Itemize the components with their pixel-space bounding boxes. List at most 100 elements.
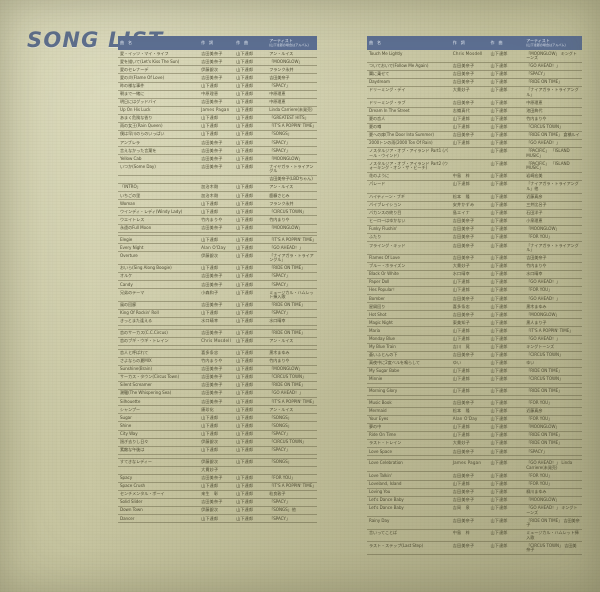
cell-lyrics (199, 175, 235, 185)
cell-artist: 「MOONGLOW」 (524, 496, 582, 505)
table-row: Love Talkin' 吉田美奈子 山下達郎 「FOR YOU」 (367, 471, 582, 481)
cell-music: 山下達郎 (234, 243, 268, 253)
cell-artist: 「IT'S A POPPIN' TIME」 (524, 326, 582, 336)
cell-lyrics: 吉田美奈子 (199, 373, 235, 382)
cell-lyrics: Alan O'Day (450, 415, 489, 424)
table-row: 恋のブギ・ウギ・トレイン Chris Mosdell 山下達郎 アン・ルイス (118, 337, 317, 346)
cell-artist: 「SPACY」 (267, 446, 317, 455)
cell-music (234, 325, 268, 330)
cell-music: 山下達郎 (234, 506, 268, 516)
cell-music: 山下達郎 (234, 317, 268, 327)
cell-music: 山下達郎 (234, 438, 268, 447)
table-row: Paper Doll 山下達郎 山下達郎 「GO AHEAD！」 (367, 278, 582, 288)
cell-artist: 石田洋子 (524, 209, 582, 218)
cell-song: 恋のブギ・ウギ・トレイン (118, 337, 200, 346)
table-row: Sugar 山下達郎 山下達郎 「SONGS」 (118, 413, 317, 423)
cell-song: 愛の炎(Flame Of Love) (118, 73, 200, 83)
cell-music: 山下達郎 (234, 381, 268, 391)
cell-song: 僕は早川のらのいっぱい (118, 130, 200, 140)
cell-song: 素敵な午後は (118, 446, 200, 455)
table-row: 大貫妙子 (118, 466, 317, 475)
cell-song: Funky Flushin' (367, 225, 451, 235)
cell-artist: 「SPACY」 (267, 514, 317, 524)
cell-lyrics: 山下達郎 (199, 122, 235, 132)
cell-artist: 「GO AHEAD！」 (267, 243, 317, 253)
cell-music: 山下達郎 (488, 131, 525, 140)
cell-lyrics: 水口晴幸 (199, 317, 235, 327)
table-row: 恋のサーカス(C.C.Circus) 吉田美奈子 山下達郎 「RIDE ON TIME… (118, 329, 317, 338)
cell-lyrics: 加治木剛 (199, 191, 235, 201)
cell-song: ノスタルジア・オブ・アイランド Part1 (パール・ウインド) (367, 147, 451, 161)
cell-lyrics: 松本 隆 (450, 193, 489, 202)
table-row: Magic Night 東美知子 山下達郎 黒人まり子 (367, 318, 582, 328)
cell-music: 山下達郎 (234, 474, 268, 483)
table-row: 明日にはグッドバイ 吉田美奈子 山下達郎 中原理恵 (118, 98, 317, 107)
cell-song: おいら(Sing Along Boogie) (118, 264, 200, 274)
cell-music (488, 395, 525, 400)
cell-lyrics: 山下達郎 (450, 115, 489, 124)
cell-music: 山下達郎 (488, 209, 525, 218)
cell-lyrics: James Pagan (450, 459, 489, 473)
header-row: 曲 名 作 詞 作 曲 アーティスト (山下達郎の場合はアルバム) (367, 36, 582, 51)
cell-artist: 「FOR YOU」 (267, 474, 317, 483)
table-row: 蒼いふとんの下 吉田美奈子 山下達郎 「CIRCUS TOWN」 (367, 351, 582, 360)
cell-lyrics: 吉田美奈子 (450, 78, 489, 87)
cell-song: Let's Dance Baby (367, 496, 451, 505)
cell-lyrics: 吉田美奈子 (450, 217, 489, 226)
cell-song (367, 455, 451, 460)
table-row: 雨の女王(Rain Queen) 山下達郎 山下達郎 「IT'S A POPPIN' … (118, 122, 317, 132)
cell-music: 山下達郎 (234, 122, 268, 132)
table-row: 永遠のFull Moon 吉田美奈子 山下達郎 「MOONGLOW」 (118, 224, 317, 233)
cell-music: 山下達郎 (488, 193, 525, 202)
cell-artist: 「ナイアガラ・トライアングル」 (267, 251, 317, 265)
cell-song: 恋のサーカス(C.C.Circus) (118, 329, 200, 338)
table-row (118, 232, 317, 237)
cell-song: ラスト・トレイン (367, 439, 451, 449)
table-row: Overture 伊藤銀次 山下達郎 「ナイアガラ・トライアングル」 (118, 251, 317, 265)
cell-lyrics: 山下達郎 (450, 480, 489, 489)
artist-sublabel: (山下達郎の場合はアルバム) (526, 42, 566, 47)
cell-artist: 「RIDE ON TIME」 (524, 367, 582, 377)
cell-song: ヒーローはゆかない (367, 217, 451, 226)
table-row: Funky Flushin' 吉田美奈子 山下達郎 「MOONGLOW」 (367, 225, 582, 235)
table-row: いちごの里 加治木剛 山下達郎 鹿糠さとみ (118, 191, 317, 201)
cell-lyrics: 吉田美奈子 (199, 73, 235, 83)
cell-music: 山下達郎 (488, 254, 525, 263)
cell-song: 兄弟のテーマ (118, 288, 200, 302)
cell-song: Up On His Luck (118, 106, 200, 115)
cell-artist: 黒人まり子 (524, 318, 582, 328)
cell-music: 山下達郎 (488, 98, 525, 108)
table-row: King Of Rockin' Roll 山下達郎 山下達郎 「SPACY」 (118, 309, 317, 318)
cell-music (234, 454, 268, 459)
cell-lyrics (199, 232, 235, 237)
table-row: おいら(Sing Along Boogie) 山下達郎 山下達郎 「RIDE ON T… (118, 264, 317, 274)
cell-music: 山下達郎 (234, 154, 268, 164)
cell-song (367, 395, 451, 400)
cell-song (118, 454, 200, 459)
cell-music: 山下達郎 (488, 496, 525, 505)
cell-artist: 岩崎宏美 (524, 172, 582, 182)
cell-lyrics: 伊藤銀次 (199, 438, 235, 447)
table-row: Daydream 吉田美奈子 山下達郎 「RIDE ON TIME」 (367, 78, 582, 87)
cell-song: サーカス・タウン(Circus Town) (118, 373, 200, 382)
cell-lyrics: 喜多条忠 (450, 302, 489, 312)
cell-artist: アン・ルイス (267, 337, 317, 346)
song-list-right-panel: 曲 名 作 詞 作 曲 アーティスト (山下達郎の場合はアルバム) Touch M… (367, 36, 582, 555)
cell-artist: 「MOONGLOW」 (524, 225, 582, 235)
column-header-lyrics: 作 詞 (450, 36, 489, 51)
cell-lyrics: 吉田美奈子 (199, 280, 235, 290)
cell-music: 山下達郎 (234, 183, 268, 193)
cell-music: 山下達郎 (488, 387, 525, 396)
cell-music: 山下達郎 (488, 318, 525, 328)
cell-lyrics: 松本 隆 (450, 407, 489, 416)
column-header-music: 作 曲 (234, 36, 268, 51)
cell-lyrics (199, 454, 235, 459)
table-row: 僕は早川のらのいっぱい 山下達郎 山下達郎 「SONGS」 (118, 130, 317, 140)
table-row: 愛のセレナーデ 伊藤銀次 山下達郎 フランク永井 (118, 65, 317, 75)
cell-music: 山下達郎 (488, 123, 525, 132)
cell-music: 山下達郎 (488, 294, 525, 304)
cell-lyrics: 吉田美奈子 (199, 98, 235, 107)
cell-music: 山下達郎 (488, 262, 525, 271)
cell-lyrics: 吉田美奈子 (450, 541, 489, 555)
cell-artist: 「SONGS」 (267, 421, 317, 431)
